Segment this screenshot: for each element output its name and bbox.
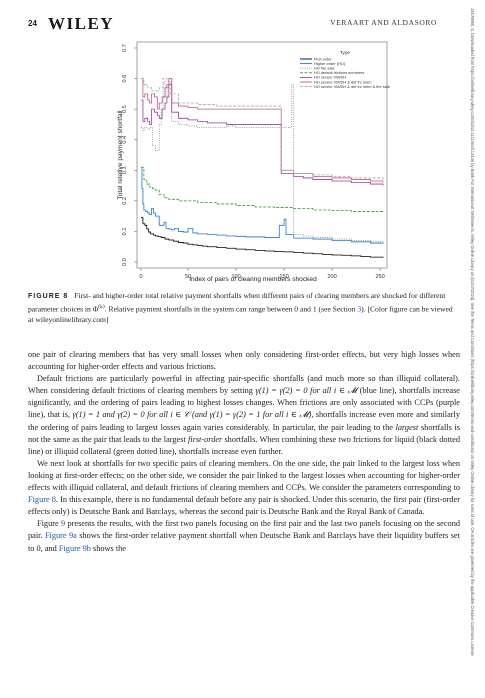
plot-area xyxy=(136,41,388,269)
running-head-authors: VERAART AND ALDASORO xyxy=(330,18,437,27)
p2-text-e: shortfalls. When combining these two fri… xyxy=(28,434,460,456)
series-line xyxy=(141,84,384,186)
legend-entry: HO fire sale xyxy=(314,66,335,71)
series-line xyxy=(141,78,384,180)
legend-entry: HO severe VM/DH xyxy=(314,75,346,80)
x-tick-label: 50 xyxy=(185,274,191,280)
x-tick-label: 200 xyxy=(327,274,336,280)
plot-frame xyxy=(136,41,388,269)
p4-text-a: Figure xyxy=(37,519,61,529)
figure-8-link[interactable]: Figure 8 xyxy=(28,495,56,505)
y-tick-label: 0.3 xyxy=(122,166,128,174)
x-tick-label: 100 xyxy=(231,274,240,280)
p4-text-d: shows the xyxy=(90,543,126,553)
figure-label: FIGURE 8 xyxy=(28,293,69,300)
p2-text-c: , shortfalls increase even more and simi… xyxy=(28,410,461,432)
legend-entry: HO severe VM/DH & def frc mem xyxy=(314,79,372,84)
p2-equation-2: γ(1) = 1 and γ(2) = 0 for all i ∈ 𝒞 (and… xyxy=(72,410,312,420)
download-notice-text: 14679965, 0, Downloaded from https://onl… xyxy=(470,8,475,656)
legend-entry: Higher order (HO) xyxy=(314,61,346,66)
p2-text-d: shortfalls is not the same as the pair t… xyxy=(28,422,460,444)
x-tick-label: 250 xyxy=(375,274,384,280)
series-line xyxy=(141,166,384,244)
series-line xyxy=(141,78,384,243)
figure-9b-link[interactable]: Figure 9b xyxy=(58,543,91,553)
paragraph-4: Figure 9 presents the results, with the … xyxy=(28,518,460,554)
caption-text-3: ). [Color figure can be viewed at wileyo… xyxy=(28,304,453,325)
p2-emphasis-largest: largest xyxy=(395,422,419,432)
figure-9a-link[interactable]: Figure 9a xyxy=(44,531,77,541)
page-number: 24 xyxy=(28,19,37,28)
y-tick-label: 0.7 xyxy=(122,44,128,52)
legend-entry: HO default frictions members xyxy=(314,70,364,75)
y-tick-label: 0.5 xyxy=(122,105,128,113)
x-tick-label: 0 xyxy=(139,274,142,280)
download-notice-sidebar: 14679965, 0, Downloaded from https://onl… xyxy=(470,8,480,688)
y-tick-label: 0.2 xyxy=(122,197,128,205)
x-axis-label: Index of pairs of clearing members shock… xyxy=(189,276,317,283)
paragraph-3: We next look at shortfalls for two speci… xyxy=(28,458,460,518)
y-axis-label: Total relative payment shortfall xyxy=(117,110,124,200)
paragraph-1: one pair of clearing members that has ve… xyxy=(28,350,460,372)
caption-superscript: (k) xyxy=(98,304,105,311)
body-text: one pair of clearing members that has ve… xyxy=(28,349,460,555)
axes: 0.0 0.1 0.2 0.3 0.4 0.5 0.6 0.7 0 50 100 150 200 250 xyxy=(122,44,385,280)
figure-9-link[interactable]: 9 xyxy=(61,519,66,529)
section-link[interactable]: 3 xyxy=(357,304,362,314)
caption-text-2: . Relative payment shortfalls in the sys… xyxy=(104,304,358,314)
p2-emphasis-first-order: first-order xyxy=(187,434,223,444)
y-tick-label: 0.6 xyxy=(122,75,128,83)
x-tick-label: 150 xyxy=(279,274,288,280)
paragraph-2: Default frictions are particularly power… xyxy=(28,373,460,458)
caption-text-1: First- and higher-order total relative p… xyxy=(28,291,446,314)
p3-text-a: We next look at shortfalls for two speci… xyxy=(28,458,460,493)
publisher-logo: WILEY xyxy=(48,14,115,33)
p3-text-b: . In this example, there is no fundament… xyxy=(28,495,460,517)
p2-equation-1: γ(1) = γ(2) = 0 for all i ∈ 𝓜 xyxy=(255,386,357,396)
legend-entry: HO severe VM/DH & def frc mem & fire sal… xyxy=(314,84,390,89)
series-line xyxy=(141,78,384,183)
series-group xyxy=(141,78,384,258)
series-line xyxy=(141,217,384,258)
figure-caption: FIGURE 8 First- and higher-order total re… xyxy=(28,291,460,325)
figure-8-chart: 0.00.10.20.30.40.50.60.70 50 100 150 200 250 … xyxy=(117,41,390,283)
legend-entry: First order xyxy=(314,56,332,61)
p4-text-b: presents the results, with the first two… xyxy=(28,519,460,541)
series-line xyxy=(141,166,384,214)
y-tick-label: 0.1 xyxy=(122,228,128,236)
p2-text-a: Default frictions are particularly power… xyxy=(28,374,460,396)
legend-title: Type xyxy=(340,50,350,55)
y-tick-label: 0.0 xyxy=(122,258,128,266)
p4-text-c: shows the first-order relative payment s… xyxy=(28,531,460,553)
y-tick-label: 0.4 xyxy=(122,136,128,144)
p2-text-b: (blue line), shortfalls increase signifi… xyxy=(28,386,460,420)
